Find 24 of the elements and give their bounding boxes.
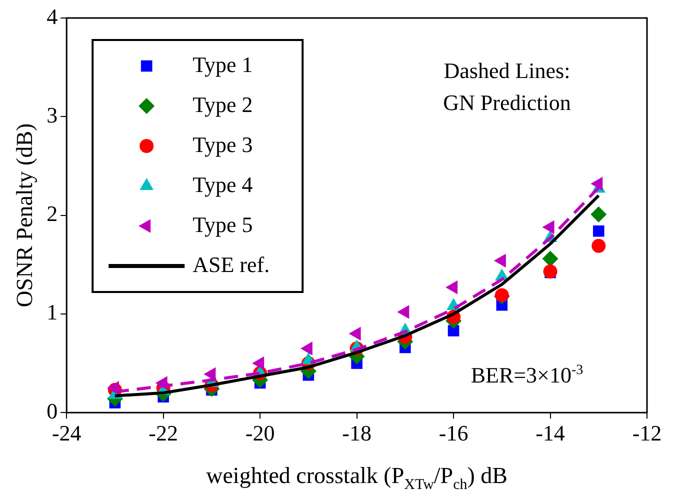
point xyxy=(592,225,604,237)
x-tick-label: -16 xyxy=(438,420,468,446)
x-tick-label: -20 xyxy=(245,420,275,446)
x-tick-label: -14 xyxy=(536,420,565,446)
point xyxy=(590,206,607,222)
point xyxy=(592,238,606,253)
x-tick-label: -18 xyxy=(342,420,372,446)
point xyxy=(542,250,558,267)
annotation: Dashed Lines: GN Prediction xyxy=(443,58,571,115)
y-tick-label: 2 xyxy=(46,201,58,226)
legend-label: Type 4 xyxy=(192,172,253,197)
legend-label: Type 3 xyxy=(192,132,253,157)
legend-label: Type 2 xyxy=(192,92,253,117)
y-tick-label: 4 xyxy=(46,4,58,29)
legend-label: ASE ref. xyxy=(192,252,270,277)
y-tick-label: 0 xyxy=(46,398,58,424)
y-tick-label: 3 xyxy=(46,102,58,128)
legend-label: Type 1 xyxy=(192,52,253,77)
x-tick-label: -12 xyxy=(632,420,662,446)
y-tick-label: 1 xyxy=(46,300,58,325)
legend-label: Type 5 xyxy=(192,212,253,237)
x-tick-label: -22 xyxy=(148,420,178,446)
y-axis-title: OSNR Penalty (dB) xyxy=(12,123,37,308)
x-tick-label: -24 xyxy=(52,420,82,446)
